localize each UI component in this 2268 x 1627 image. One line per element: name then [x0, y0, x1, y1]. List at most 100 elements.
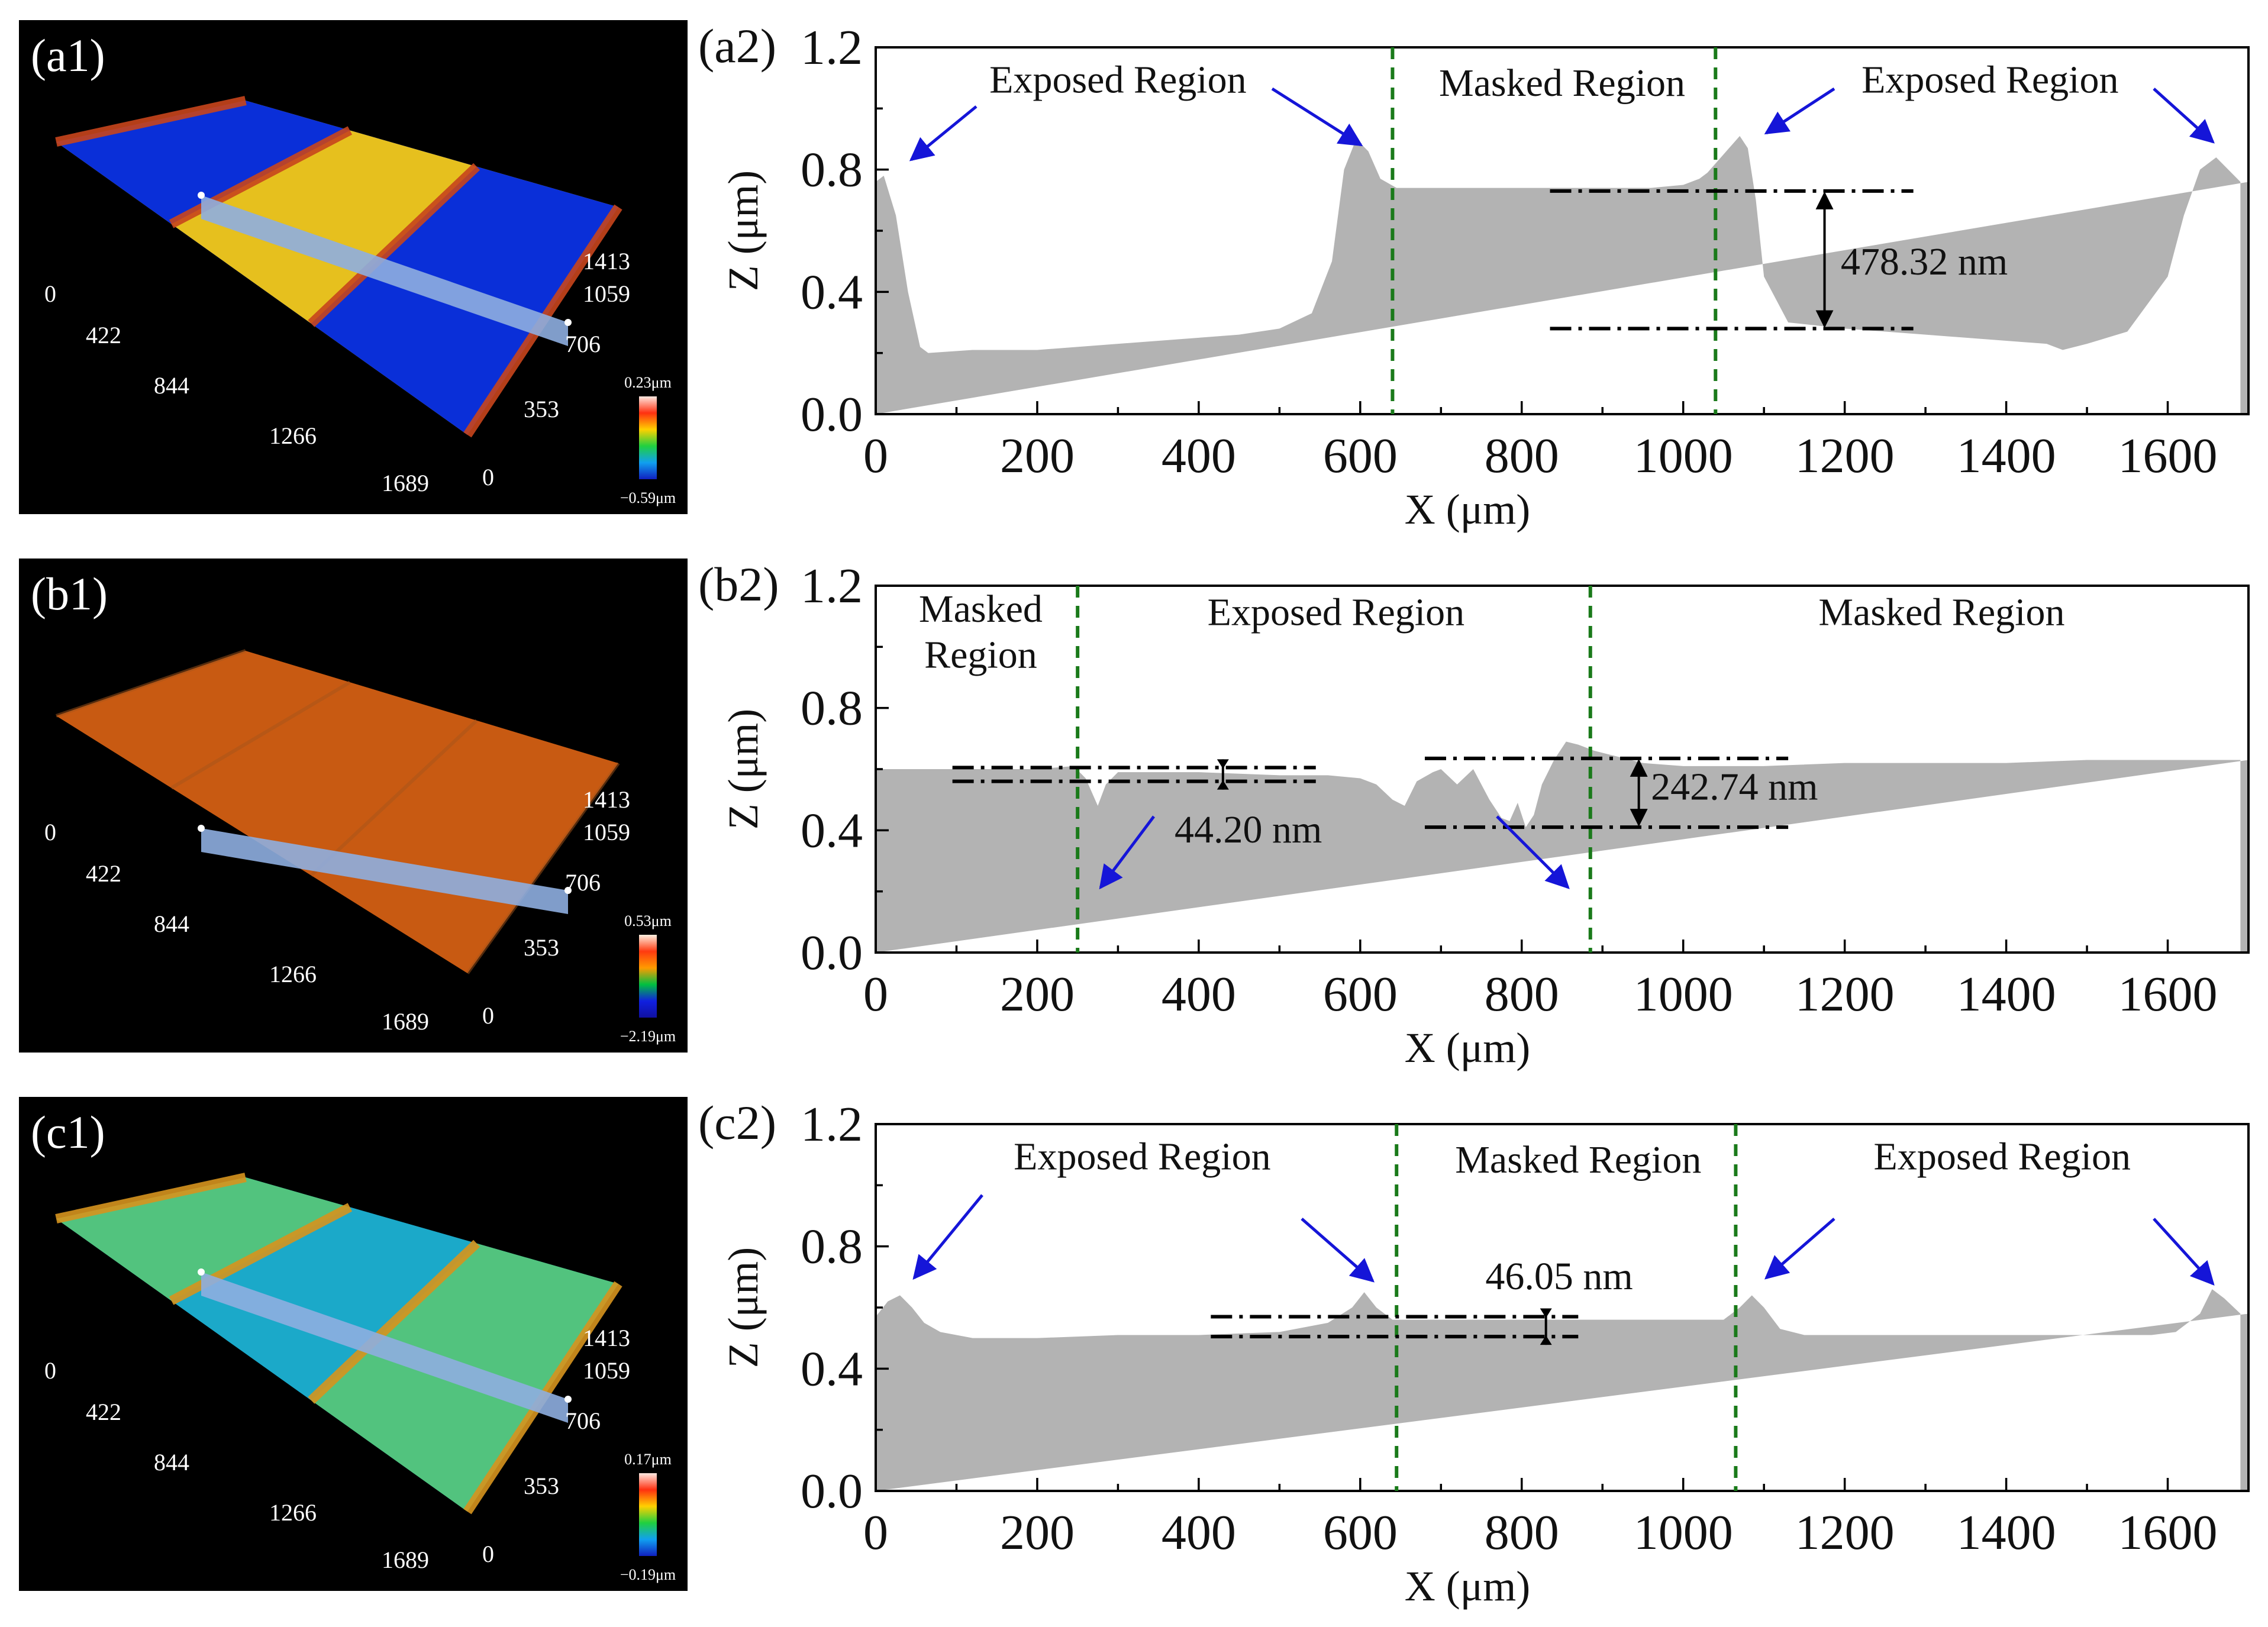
x-tick-label: 200	[1000, 428, 1075, 483]
surface-ridge	[169, 126, 353, 228]
map-y-tick-label: 0	[482, 1541, 494, 1567]
y-tick-label: 0.4	[801, 264, 863, 319]
cross-section-plane	[201, 1272, 568, 1423]
color-scale-max: 0.53μm	[624, 912, 672, 929]
x-tick-label: 400	[1162, 967, 1236, 1022]
region-label: Exposed Region	[1208, 590, 1464, 634]
color-scale-bar	[639, 396, 657, 479]
x-tick-label: 0	[863, 428, 888, 483]
x-tick-label: 1200	[1795, 1505, 1895, 1560]
x-tick-label: 1000	[1634, 428, 1733, 483]
cross-section-marker	[198, 825, 205, 832]
y-tick-label: 0.4	[801, 1341, 863, 1396]
surface-band	[171, 130, 477, 324]
map-x-tick-label: 422	[86, 322, 121, 348]
x-tick-label: 400	[1162, 1505, 1236, 1560]
region-label: Exposed Region	[1014, 1135, 1270, 1179]
x-tick-label: 1200	[1795, 428, 1895, 483]
y-tick-label: 0.0	[801, 925, 863, 980]
x-tick-label: 1000	[1634, 967, 1733, 1022]
map-y-tick-label: 1059	[583, 819, 630, 845]
surface-ridge	[169, 1203, 353, 1305]
x-tick-label: 1600	[2118, 428, 2218, 483]
profile-panel-label: (b2)	[698, 557, 779, 611]
surface-ridge	[56, 649, 246, 718]
profile-panel-label: (a2)	[698, 19, 776, 73]
measure-label: 242.74 nm	[1651, 766, 1818, 809]
region-label: Exposed Region	[1861, 59, 2118, 102]
surface-map-panel: (a1) 0 422 844 1266 1689 0 353 706 1059 1413 0.23μm…	[19, 20, 688, 514]
x-tick-label: 400	[1162, 428, 1236, 483]
map-y-tick-label: 706	[565, 1408, 601, 1434]
x-axis-label: X (μm)	[1405, 1563, 1531, 1610]
map-x-tick-label: 1266	[269, 961, 317, 987]
map-panel-label: (b1)	[31, 568, 108, 619]
measure-label: 478.32 nm	[1841, 240, 2008, 283]
region-pointer-arrow	[912, 1194, 983, 1280]
surface-band	[56, 1177, 350, 1301]
surface-map-panel: (b1) 0 422 844 1266 1689 0 353 706 1059 1413 0.53μm…	[19, 559, 688, 1053]
x-tick-label: 800	[1485, 1505, 1559, 1560]
surface-ridge	[309, 719, 478, 877]
map-y-tick-label: 353	[524, 396, 559, 422]
color-scale-max: 0.23μm	[624, 374, 672, 391]
x-tick-label: 0	[863, 1505, 888, 1560]
surface-band	[56, 101, 350, 224]
map-x-tick-label: 1266	[269, 1499, 317, 1526]
x-tick-label: 800	[1485, 428, 1559, 483]
map-x-tick-label: 0	[44, 819, 56, 845]
profile-area	[876, 741, 2248, 953]
map-y-tick-label: 1059	[583, 280, 630, 307]
x-tick-label: 0	[863, 967, 888, 1022]
region-pointer-arrow	[1496, 815, 1570, 889]
map-y-tick-label: 1413	[583, 786, 630, 813]
map-x-tick-label: 1689	[382, 470, 429, 496]
map-panel-label: (a1)	[31, 30, 105, 81]
profile-chart: 0 200 400 600 800 1000 1200 1400 1600 0.0 0.4 0.8 1.…	[698, 1096, 2250, 1610]
y-tick-label: 0.0	[801, 1464, 863, 1519]
map-y-tick-label: 706	[565, 331, 601, 357]
region-pointer-arrow	[1099, 815, 1155, 890]
map-x-tick-label: 844	[154, 372, 189, 399]
map-y-tick-label: 1413	[583, 1325, 630, 1351]
x-tick-label: 600	[1323, 967, 1398, 1022]
color-scale-bar	[639, 1473, 657, 1556]
y-tick-label: 0.8	[801, 143, 863, 198]
surface-ridge	[55, 96, 247, 147]
map-x-tick-label: 844	[154, 1449, 189, 1476]
map-x-tick-label: 1266	[269, 422, 317, 449]
y-tick-label: 0.8	[801, 1219, 863, 1274]
region-pointer-arrow	[909, 105, 977, 162]
surface-ridge	[466, 762, 620, 974]
profile-area	[876, 135, 2248, 415]
x-tick-label: 1000	[1634, 1505, 1733, 1560]
x-tick-label: 1600	[2118, 967, 2218, 1022]
profile-chart: 0 200 400 600 800 1000 1200 1400 1600 0.0 0.4 0.8 1.…	[698, 19, 2250, 533]
x-tick-label: 1200	[1795, 967, 1895, 1022]
region-pointer-arrow	[1764, 1218, 1835, 1280]
map-y-tick-label: 1413	[583, 248, 630, 275]
map-x-tick-label: 844	[154, 911, 189, 937]
x-tick-label: 600	[1323, 428, 1398, 483]
y-axis-label: Z (μm)	[720, 709, 767, 830]
map-x-tick-label: 422	[86, 1399, 121, 1425]
map-x-tick-label: 422	[86, 860, 121, 887]
region-label: Masked Region	[1455, 1138, 1701, 1181]
surface-ridge	[308, 1239, 480, 1404]
y-tick-label: 1.2	[801, 559, 863, 614]
cross-section-plane	[201, 195, 568, 346]
profile-chart: 0 200 400 600 800 1000 1200 1400 1600 0.0 0.4 0.8 1.…	[698, 557, 2250, 1071]
x-tick-label: 1400	[1957, 1505, 2056, 1560]
x-tick-label: 1600	[2118, 1505, 2218, 1560]
map-y-tick-label: 0	[482, 464, 494, 490]
color-scale-bar	[639, 935, 657, 1018]
region-label: Region	[924, 634, 1037, 677]
surface-ridge	[308, 163, 480, 327]
region-label: Masked	[919, 587, 1043, 631]
x-tick-label: 200	[1000, 1505, 1075, 1560]
cross-section-plane	[201, 828, 568, 914]
y-tick-label: 1.2	[801, 20, 863, 75]
map-y-tick-label: 0	[482, 1002, 494, 1029]
region-pointer-arrow	[2153, 1218, 2215, 1286]
